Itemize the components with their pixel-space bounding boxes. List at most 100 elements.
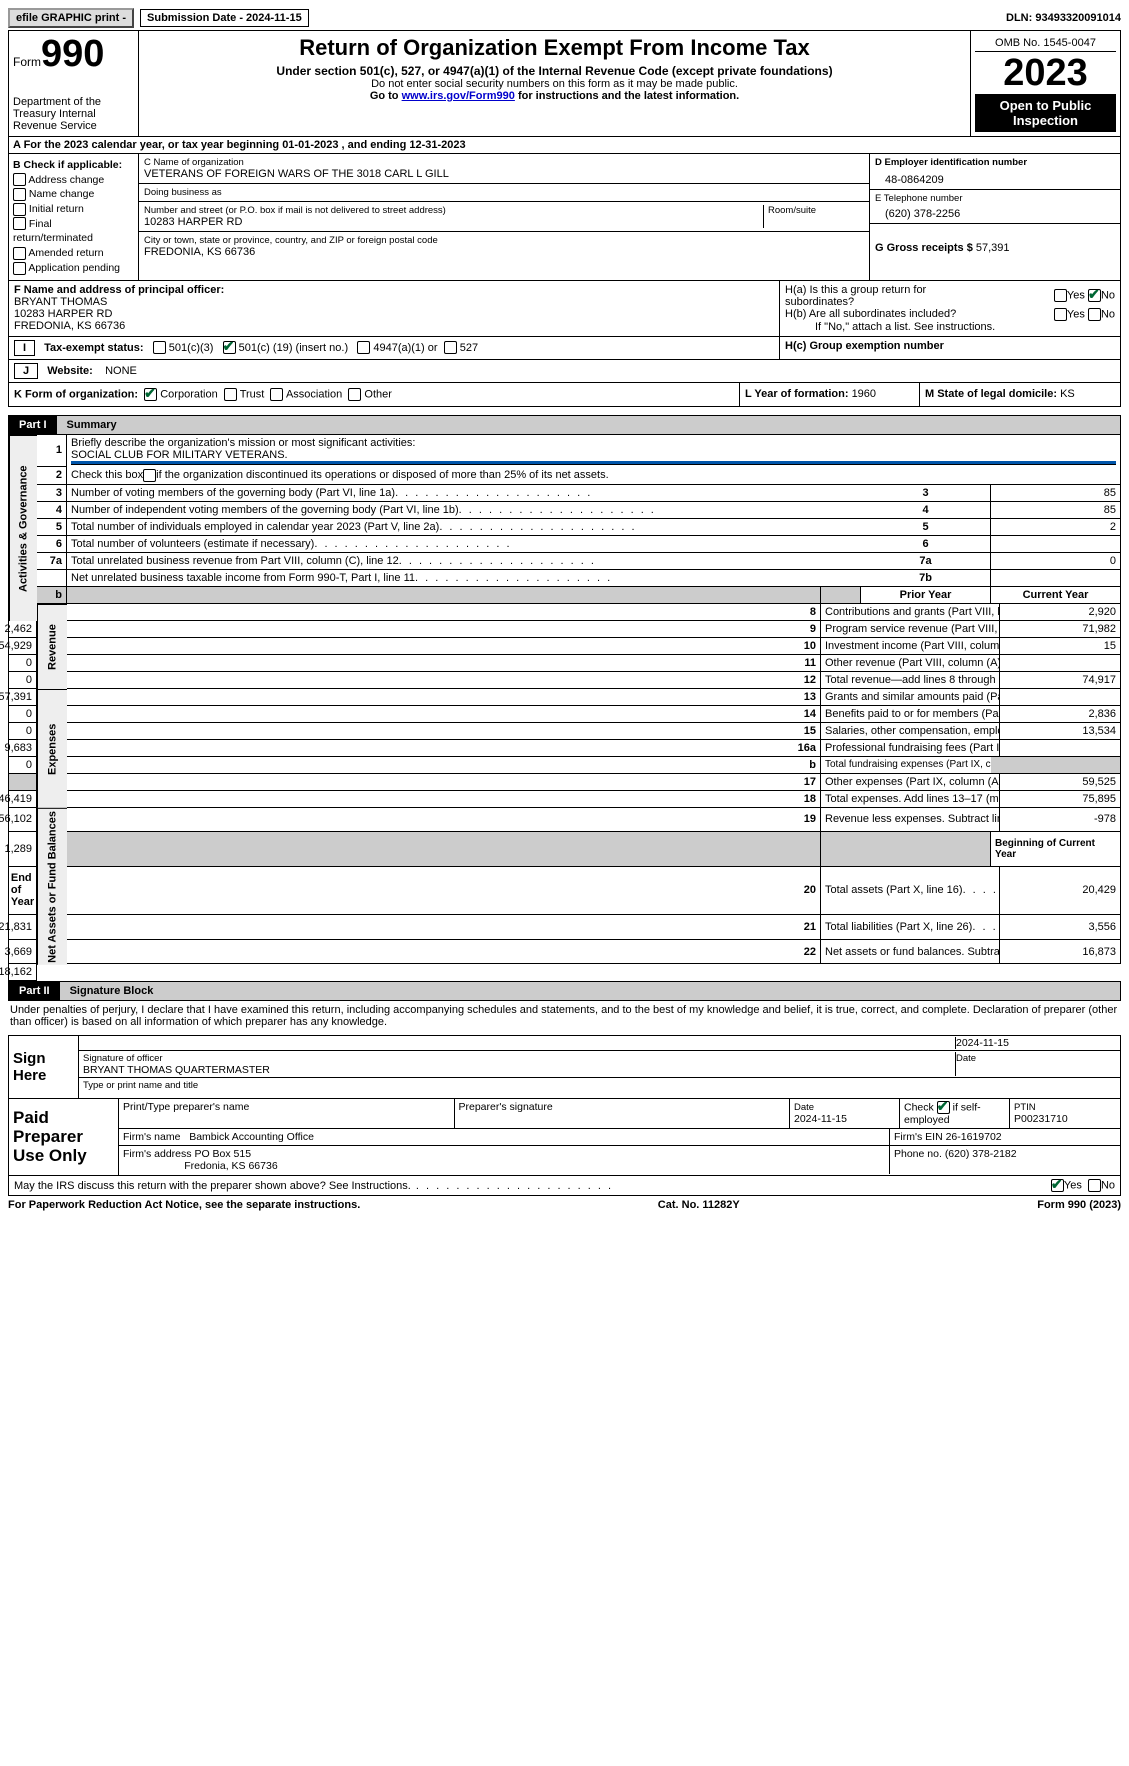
address-change-checkbox[interactable] [13,173,26,186]
form-footer: Form 990 (2023) [1037,1199,1121,1211]
part-i-title: Summary [57,416,1120,434]
org-name: VETERANS OF FOREIGN WARS OF THE 3018 CAR… [144,168,864,180]
501c3-checkbox[interactable] [153,341,166,354]
line8-num: 8 [67,604,821,621]
line4-box: 4 [861,502,991,519]
line17-curr: 46,419 [9,791,37,808]
initial-return-checkbox[interactable] [13,203,26,216]
trust-checkbox[interactable] [224,388,237,401]
side-revenue: Revenue [37,604,67,689]
discuss-text: May the IRS discuss this return with the… [14,1180,411,1192]
state-domicile-value: KS [1060,388,1075,400]
line10-curr: 0 [9,655,37,672]
line7a-desc: Total unrelated business revenue from Pa… [67,553,870,570]
j-marker: J [14,363,38,379]
discuss-no-checkbox[interactable] [1088,1179,1101,1192]
line7b-desc: Net unrelated business taxable income fr… [67,570,870,587]
goto-line: Go to www.irs.gov/Form990 for instructio… [143,90,966,102]
line13-desc: Grants and similar amounts paid (Part IX… [821,689,1000,706]
tax-exempt-status-label: Tax-exempt status: [44,342,143,354]
4947-label: 4947(a)(1) or [373,342,437,354]
state-domicile-label: M State of legal domicile: [925,388,1060,400]
prep-name-label: Print/Type preparer's name [119,1099,455,1128]
tel-value: (620) 378-2256 [875,204,1115,220]
ha-no-checkbox[interactable] [1088,289,1101,302]
line2-checkbox[interactable] [143,469,156,482]
city-value: FREDONIA, KS 66736 [144,246,864,258]
firm-phone: (620) 378-2182 [945,1148,1017,1160]
row-k-l-m: K Form of organization: Corporation Trus… [8,383,1121,407]
line11-desc: Other revenue (Part VIII, column (A), li… [821,655,1000,672]
line18-curr: 56,102 [9,808,37,833]
line10-prior: 15 [991,638,1121,655]
line14-curr: 0 [9,723,37,740]
hb-yes-checkbox[interactable] [1054,308,1067,321]
officer-label: F Name and address of principal officer: [14,284,774,296]
line22-curr: 18,162 [9,964,37,981]
street-value: 10283 HARPER RD [144,216,763,228]
paperwork-notice: For Paperwork Reduction Act Notice, see … [8,1199,360,1211]
type-print-label: Type or print name and title [83,1080,198,1091]
line7b-num [37,570,67,587]
gross-receipts-value: 57,391 [976,242,1010,254]
line5-desc: Total number of individuals employed in … [67,519,870,536]
527-label: 527 [460,342,478,354]
other-org-checkbox[interactable] [348,388,361,401]
firm-name-label: Firm's name [123,1131,180,1143]
amended-return-checkbox[interactable] [13,247,26,260]
line20-prior: 20,429 [991,867,1121,916]
hb-no-checkbox[interactable] [1088,308,1101,321]
ein-label: D Employer identification number [875,157,1027,168]
firm-addr-label: Firm's address [123,1148,192,1160]
sign-date: 2024-11-15 [956,1037,1116,1049]
ptin-label: PTIN [1014,1102,1036,1113]
open-to-public: Open to Public Inspection [975,94,1116,132]
perjury-statement: Under penalties of perjury, I declare th… [8,1001,1121,1031]
line6-val [991,536,1121,553]
line1-area: Briefly describe the organization's miss… [67,435,1121,467]
discuss-yes-checkbox[interactable] [1051,1179,1064,1192]
association-checkbox[interactable] [270,388,283,401]
application-pending-label: Application pending [28,262,120,274]
form-subtitle: Under section 501(c), 527, or 4947(a)(1)… [143,64,966,78]
discuss-row: May the IRS discuss this return with the… [8,1176,1121,1196]
sign-here-label: Sign Here [9,1036,79,1098]
ha-yes-checkbox[interactable] [1054,289,1067,302]
line3-box: 3 [861,485,991,502]
line17-num: 17 [67,774,821,791]
application-pending-checkbox[interactable] [13,262,26,275]
hc-label: H(c) Group exemption number [780,337,1120,359]
row-j-website: J Website: NONE [8,360,1121,383]
other-org-label: Other [364,388,392,400]
line21-prior: 3,556 [991,915,1121,940]
form990-link[interactable]: www.irs.gov/Form990 [402,90,515,102]
ha-label: H(a) Is this a group return for subordin… [785,284,975,308]
line1-num: 1 [37,435,67,467]
part-ii-label: Part II [9,982,60,1000]
4947-checkbox[interactable] [357,341,370,354]
dba-label: Doing business as [144,187,864,198]
line6-box: 6 [861,536,991,553]
efile-print-button[interactable]: efile GRAPHIC print - [8,8,134,28]
final-return-checkbox[interactable] [13,217,26,230]
ssn-note: Do not enter social security numbers on … [143,78,966,90]
501c-checkbox[interactable] [223,341,236,354]
line19-prior: -978 [991,808,1121,833]
527-checkbox[interactable] [444,341,457,354]
omb-number: OMB No. 1545-0047 [975,35,1116,52]
line7a-box: 7a [861,553,991,570]
line22-desc: Net assets or fund balances. Subtract li… [821,940,1000,965]
line6-desc: Total number of volunteers (estimate if … [67,536,870,553]
line4-desc: Number of independent voting members of … [67,502,870,519]
self-employed-checkbox[interactable] [937,1101,950,1114]
form-label: Form [13,55,41,69]
corporation-checkbox[interactable] [144,388,157,401]
line7b-val [991,570,1121,587]
city-label: City or town, state or province, country… [144,235,864,246]
sign-date-label: Date [956,1053,976,1064]
line10-num: 10 [67,638,821,655]
name-change-checkbox[interactable] [13,188,26,201]
line5-num: 5 [37,519,67,536]
line20-desc: Total assets (Part X, line 16) [821,867,1000,916]
line16b-num: b [67,757,821,774]
